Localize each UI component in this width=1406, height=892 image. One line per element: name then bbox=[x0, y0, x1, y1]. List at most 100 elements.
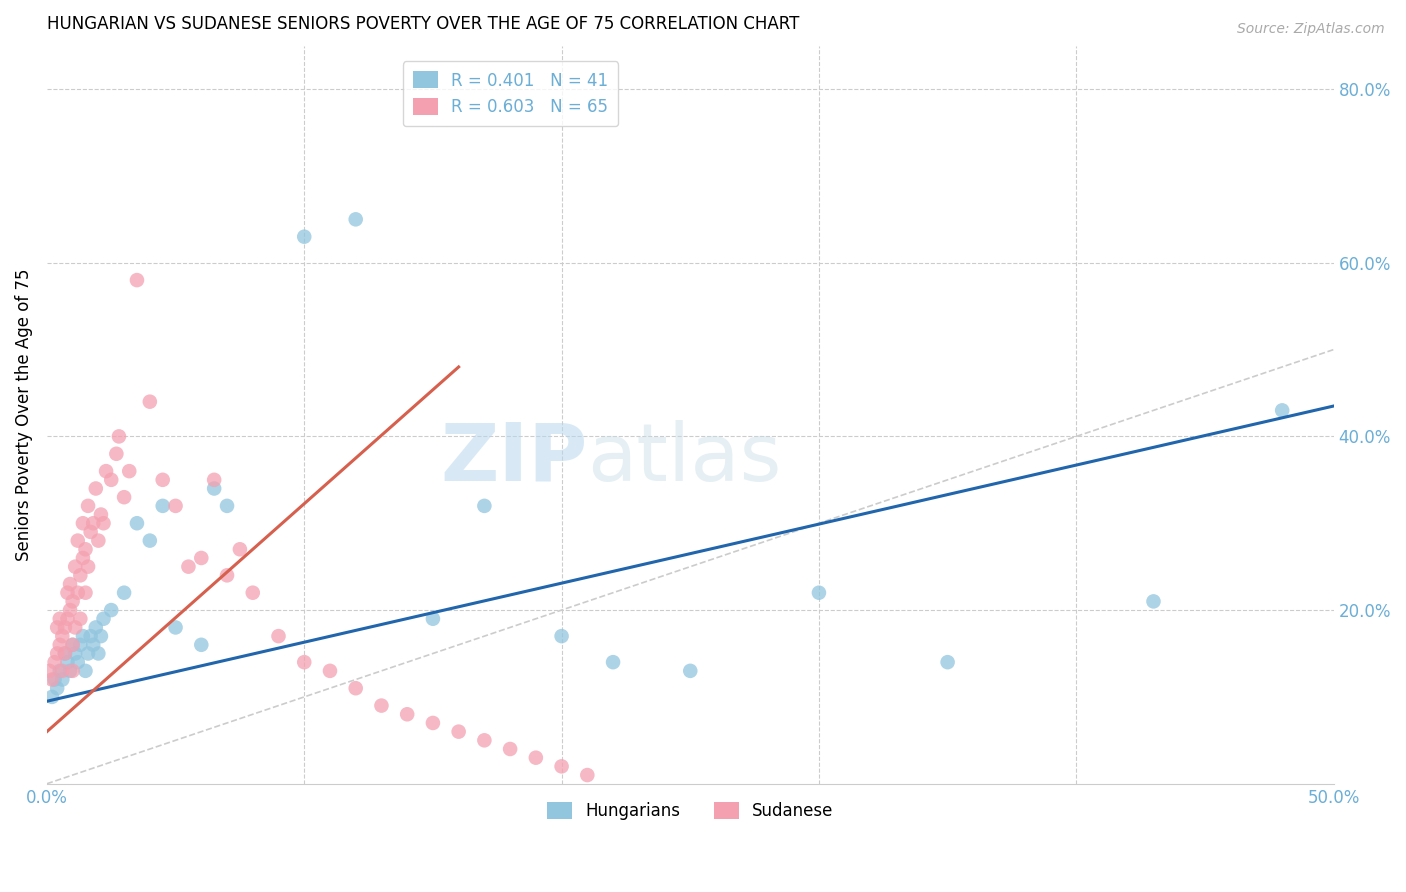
Point bbox=[474, 499, 496, 513]
Text: Source: ZipAtlas.com: Source: ZipAtlas.com bbox=[1237, 22, 1385, 37]
Point bbox=[66, 533, 89, 548]
Point bbox=[125, 516, 148, 531]
Point bbox=[49, 664, 72, 678]
Point bbox=[202, 473, 225, 487]
Point bbox=[62, 638, 84, 652]
Point bbox=[44, 673, 66, 687]
Point bbox=[177, 559, 200, 574]
Point bbox=[1271, 403, 1294, 417]
Point bbox=[41, 673, 63, 687]
Point bbox=[44, 655, 66, 669]
Point bbox=[679, 664, 702, 678]
Point bbox=[499, 742, 522, 756]
Point bbox=[190, 638, 212, 652]
Point bbox=[63, 620, 86, 634]
Point bbox=[139, 394, 162, 409]
Point bbox=[53, 647, 76, 661]
Point bbox=[72, 516, 94, 531]
Point bbox=[108, 429, 131, 443]
Point bbox=[292, 229, 315, 244]
Point bbox=[46, 681, 69, 696]
Point bbox=[602, 655, 624, 669]
Point bbox=[139, 533, 162, 548]
Point bbox=[576, 768, 599, 782]
Point bbox=[49, 638, 72, 652]
Point bbox=[69, 612, 91, 626]
Point bbox=[165, 499, 187, 513]
Text: ZIP: ZIP bbox=[440, 420, 588, 498]
Point bbox=[807, 585, 830, 599]
Point bbox=[56, 655, 79, 669]
Point bbox=[59, 577, 82, 591]
Point bbox=[56, 612, 79, 626]
Point bbox=[51, 629, 73, 643]
Text: atlas: atlas bbox=[588, 420, 782, 498]
Point bbox=[125, 273, 148, 287]
Point bbox=[242, 585, 264, 599]
Point bbox=[422, 612, 444, 626]
Point bbox=[87, 533, 110, 548]
Point bbox=[524, 750, 547, 764]
Point bbox=[63, 559, 86, 574]
Point bbox=[344, 681, 367, 696]
Point bbox=[82, 516, 104, 531]
Point bbox=[100, 603, 122, 617]
Point bbox=[190, 551, 212, 566]
Point bbox=[66, 655, 89, 669]
Point bbox=[344, 212, 367, 227]
Point bbox=[69, 638, 91, 652]
Point bbox=[59, 603, 82, 617]
Point bbox=[112, 490, 135, 504]
Point bbox=[72, 551, 94, 566]
Point bbox=[38, 664, 60, 678]
Point bbox=[112, 585, 135, 599]
Point bbox=[56, 585, 79, 599]
Point bbox=[474, 733, 496, 747]
Y-axis label: Seniors Poverty Over the Age of 75: Seniors Poverty Over the Age of 75 bbox=[15, 268, 32, 561]
Point bbox=[49, 612, 72, 626]
Point bbox=[75, 585, 97, 599]
Point bbox=[63, 647, 86, 661]
Point bbox=[72, 629, 94, 643]
Point bbox=[51, 664, 73, 678]
Point bbox=[53, 647, 76, 661]
Point bbox=[82, 638, 104, 652]
Point bbox=[59, 664, 82, 678]
Point bbox=[1142, 594, 1164, 608]
Point bbox=[75, 664, 97, 678]
Point bbox=[46, 620, 69, 634]
Point bbox=[84, 482, 107, 496]
Legend: Hungarians, Sudanese: Hungarians, Sudanese bbox=[540, 796, 841, 827]
Point bbox=[77, 559, 100, 574]
Point bbox=[447, 724, 470, 739]
Point bbox=[94, 464, 117, 478]
Point bbox=[215, 568, 238, 582]
Point bbox=[202, 482, 225, 496]
Point bbox=[229, 542, 252, 557]
Point bbox=[77, 499, 100, 513]
Point bbox=[90, 508, 112, 522]
Point bbox=[215, 499, 238, 513]
Point bbox=[62, 664, 84, 678]
Point bbox=[46, 647, 69, 661]
Point bbox=[87, 647, 110, 661]
Point bbox=[165, 620, 187, 634]
Point bbox=[79, 524, 101, 539]
Point bbox=[422, 715, 444, 730]
Point bbox=[84, 620, 107, 634]
Point bbox=[51, 673, 73, 687]
Point bbox=[550, 759, 572, 773]
Point bbox=[90, 629, 112, 643]
Point bbox=[77, 647, 100, 661]
Point bbox=[105, 447, 128, 461]
Point bbox=[75, 542, 97, 557]
Point bbox=[292, 655, 315, 669]
Point bbox=[267, 629, 290, 643]
Point bbox=[93, 612, 115, 626]
Point bbox=[370, 698, 392, 713]
Point bbox=[93, 516, 115, 531]
Point bbox=[100, 473, 122, 487]
Point bbox=[41, 690, 63, 704]
Point bbox=[69, 568, 91, 582]
Point bbox=[936, 655, 959, 669]
